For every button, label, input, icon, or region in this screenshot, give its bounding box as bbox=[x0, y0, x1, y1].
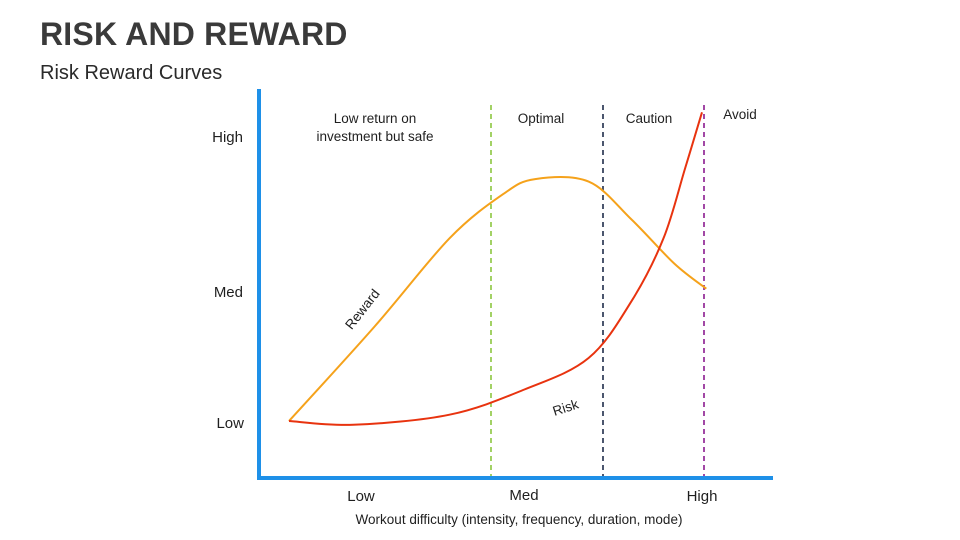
zone-label-optimal: Optimal bbox=[518, 111, 565, 126]
y-tick-high: High bbox=[212, 129, 243, 146]
reward-curve bbox=[288, 176, 707, 422]
slide-subtitle: Risk Reward Curves bbox=[40, 62, 223, 84]
x-axis-title: Workout difficulty (intensity, frequency… bbox=[356, 512, 683, 527]
x-tick-low: Low bbox=[347, 488, 375, 505]
zone-label-caution: Caution bbox=[626, 111, 673, 126]
x-tick-high: High bbox=[687, 488, 718, 505]
zone-label-avoid: Avoid bbox=[723, 107, 757, 122]
y-tick-med: Med bbox=[214, 284, 243, 301]
risk-curve-label: Risk bbox=[551, 396, 581, 418]
y-tick-low: Low bbox=[216, 415, 244, 432]
risk-curve bbox=[288, 112, 703, 426]
slide-title: RISK AND REWARD bbox=[40, 16, 348, 52]
x-tick-med: Med bbox=[509, 487, 538, 504]
zone-label-safe: Low return on investment but safe bbox=[316, 111, 433, 144]
